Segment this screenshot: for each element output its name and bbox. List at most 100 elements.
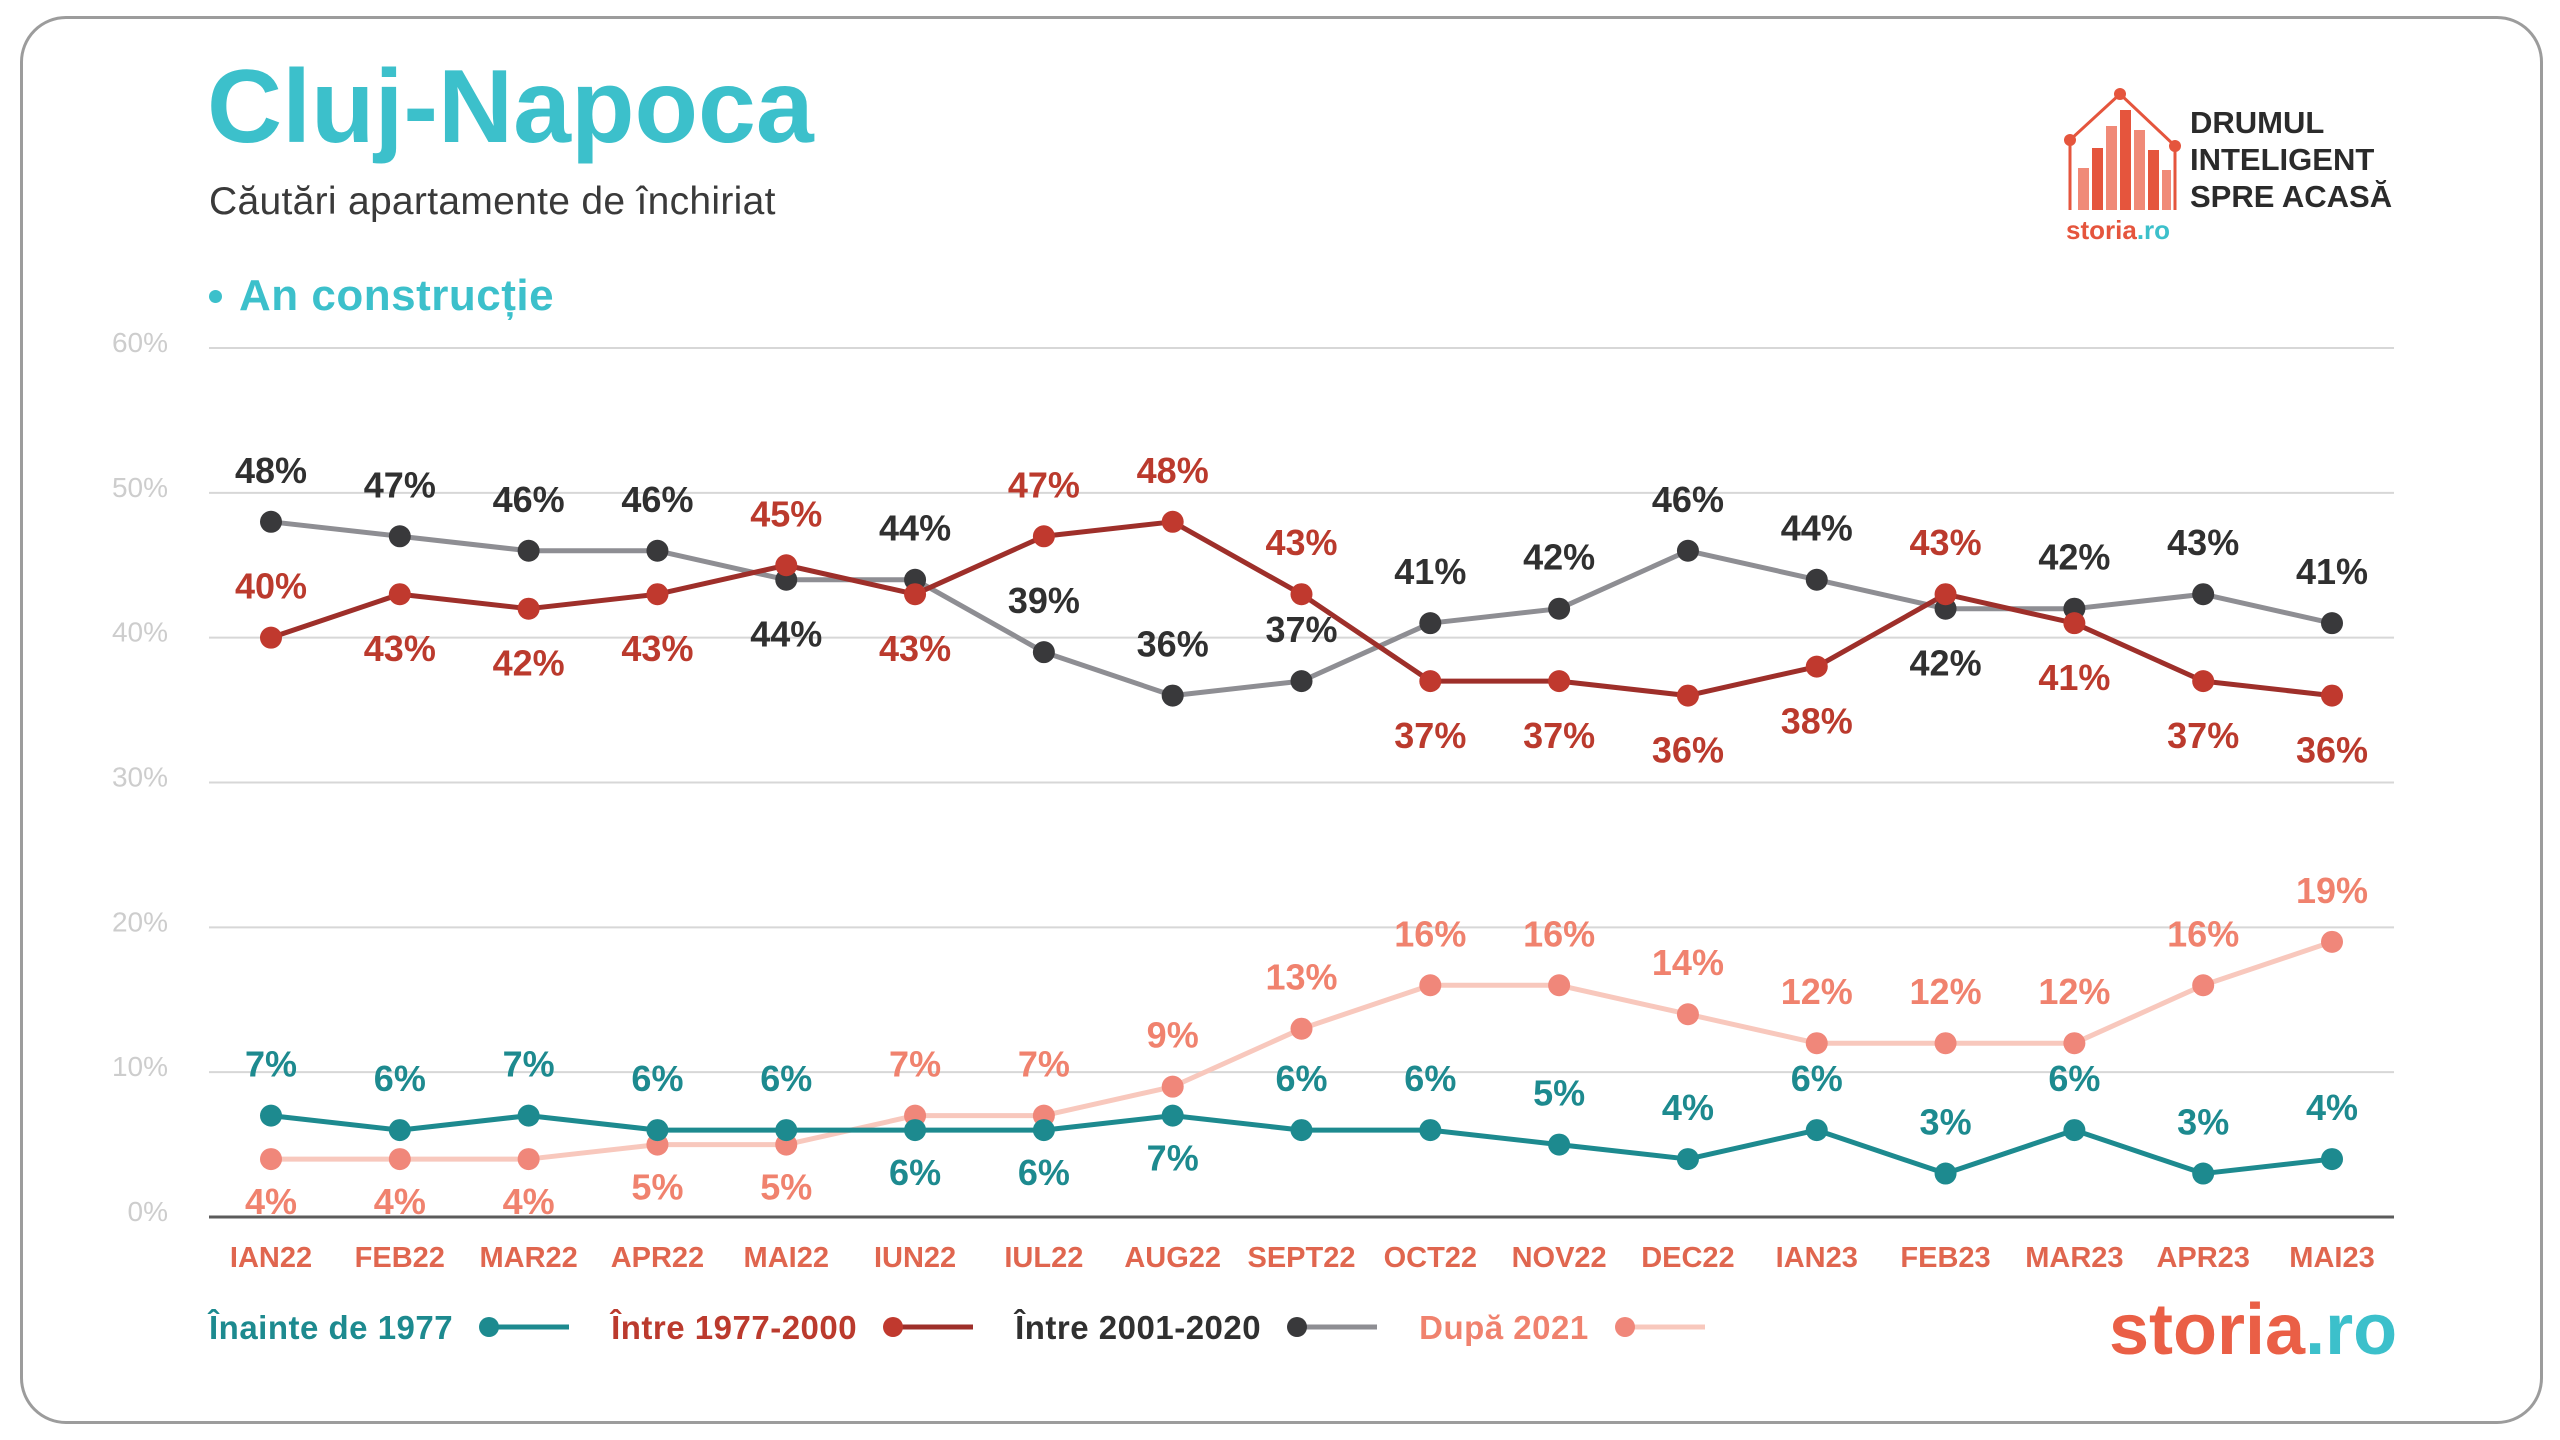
footer-logo: storia.ro xyxy=(2109,1294,2397,1366)
x-tick-label: MAR23 xyxy=(2025,1242,2123,1274)
data-label: 4% xyxy=(503,1181,555,1222)
data-label: 38% xyxy=(1781,701,1853,742)
logo-bar xyxy=(2078,168,2089,210)
chart-legend: Înainte de 1977 Între 1977-2000 Între 20… xyxy=(209,1306,1747,1348)
data-label: 5% xyxy=(1533,1073,1585,1114)
data-point xyxy=(1161,510,1184,533)
data-point xyxy=(1805,568,1828,591)
page-subtitle: Căutări apartamente de închiriat xyxy=(209,180,776,223)
data-point xyxy=(1290,670,1313,693)
x-axis-labels: IAN22 FEB22 MAR22 APR22 MAI22 IUN22 IUL22 AUG22… xyxy=(230,1242,2375,1274)
footer-brand-suffix: .ro xyxy=(2305,1290,2398,1370)
data-label: 5% xyxy=(631,1167,683,1208)
section-label: An construcție xyxy=(239,271,555,320)
data-point xyxy=(260,1148,282,1171)
data-point xyxy=(517,1104,540,1127)
logo-roof-right xyxy=(2118,92,2177,148)
data-point xyxy=(1032,641,1055,664)
data-point xyxy=(388,1119,411,1142)
logo-node xyxy=(2114,88,2126,100)
x-tick-label: DEC22 xyxy=(1641,1242,1735,1274)
data-point xyxy=(2321,612,2343,635)
y-tick-label: 50% xyxy=(112,472,168,503)
logo-bar xyxy=(2148,150,2159,210)
data-label: 43% xyxy=(1910,522,1982,563)
data-point xyxy=(388,583,411,606)
logo-bar xyxy=(2162,170,2171,210)
data-label: 3% xyxy=(2177,1102,2229,1143)
data-label: 7% xyxy=(245,1044,297,1085)
data-point xyxy=(1676,539,1699,562)
data-point xyxy=(1419,612,1442,635)
logo-node xyxy=(2064,134,2076,146)
data-label: 16% xyxy=(1394,913,1466,954)
logo-brand-name: storia xyxy=(2066,215,2137,245)
bullet-icon xyxy=(209,289,222,303)
data-point xyxy=(2192,1162,2215,1185)
data-label: 42% xyxy=(493,643,565,684)
x-tick-label: APR23 xyxy=(2156,1242,2250,1274)
data-label: 42% xyxy=(2038,537,2110,578)
data-point xyxy=(1805,1032,1828,1055)
data-label: 4% xyxy=(374,1181,426,1222)
data-point xyxy=(1676,1148,1699,1171)
data-point xyxy=(1032,525,1055,548)
x-tick-label: IUN22 xyxy=(874,1242,956,1274)
legend-marker xyxy=(883,1317,974,1337)
data-label: 46% xyxy=(493,479,565,520)
data-label: 6% xyxy=(2048,1058,2100,1099)
legend-label: După 2021 xyxy=(1419,1308,1589,1346)
data-label: 45% xyxy=(750,493,822,534)
card-frame xyxy=(20,16,2543,1424)
data-label: 7% xyxy=(889,1044,941,1085)
data-point xyxy=(1290,583,1313,606)
data-label: 46% xyxy=(1652,479,1724,520)
data-label: 9% xyxy=(1147,1015,1199,1056)
data-label: 13% xyxy=(1265,957,1337,998)
legend-dot xyxy=(1287,1317,1308,1337)
y-tick-label: 0% xyxy=(128,1196,168,1227)
x-tick-label: NOV22 xyxy=(1512,1242,1607,1274)
data-point xyxy=(517,539,540,562)
logo-bar xyxy=(2134,130,2145,210)
legend-item-after-2021: După 2021 xyxy=(1419,1311,1707,1344)
data-point xyxy=(1934,1162,1957,1185)
data-label: 37% xyxy=(2167,715,2239,756)
data-label: 36% xyxy=(1137,624,1209,665)
data-label: 6% xyxy=(374,1058,426,1099)
data-label: 43% xyxy=(879,628,951,669)
data-label: 48% xyxy=(235,450,307,491)
data-label: 6% xyxy=(760,1058,812,1099)
data-point xyxy=(775,1119,798,1142)
data-point xyxy=(2063,612,2086,635)
series-points xyxy=(260,510,2343,1185)
house-bar-chart-icon xyxy=(2064,88,2181,210)
y-tick-label: 10% xyxy=(112,1051,168,1082)
data-label: 3% xyxy=(1920,1102,1972,1143)
logo-tagline: DRUMUL INTELIGENT SPRE ACASĂ xyxy=(2190,104,2392,215)
data-point xyxy=(517,1148,540,1171)
data-label: 43% xyxy=(1265,522,1337,563)
data-point xyxy=(1805,1119,1828,1142)
data-label: 44% xyxy=(1781,508,1853,549)
data-label: 46% xyxy=(621,479,693,520)
data-label: 40% xyxy=(235,566,307,607)
data-point xyxy=(2192,670,2215,693)
data-label: 5% xyxy=(760,1167,812,1208)
data-label: 6% xyxy=(1791,1058,1843,1099)
data-point xyxy=(1419,1119,1442,1142)
data-point xyxy=(1290,1119,1313,1142)
x-tick-label: FEB22 xyxy=(355,1242,445,1274)
x-tick-label: FEB23 xyxy=(1900,1242,1990,1274)
y-tick-label: 60% xyxy=(112,327,168,358)
legend-label: Între 1977-2000 xyxy=(611,1308,858,1346)
data-label: 36% xyxy=(2296,730,2368,771)
data-label: 43% xyxy=(621,628,693,669)
data-label: 47% xyxy=(1008,464,1080,505)
section-heading: An construcție xyxy=(209,273,554,319)
data-point xyxy=(1934,1032,1957,1055)
data-label: 4% xyxy=(245,1181,297,1222)
data-point xyxy=(1548,597,1571,620)
x-tick-label: MAR22 xyxy=(479,1242,577,1274)
